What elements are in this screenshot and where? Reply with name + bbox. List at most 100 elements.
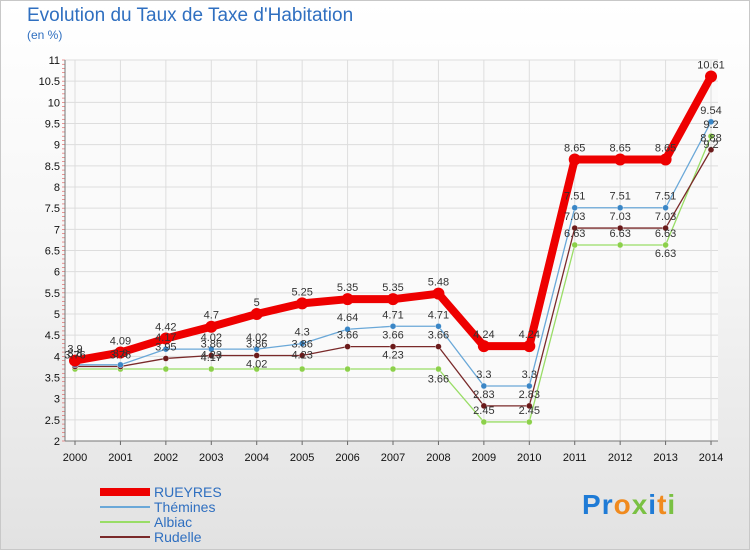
legend-swatch-albiac: [100, 521, 150, 523]
data-point-rudelle: [525, 402, 533, 410]
data-label-thmines: 4.17: [155, 332, 176, 344]
data-label-rueyres: 4.09: [110, 336, 131, 348]
y-tick-label: 10: [48, 97, 60, 109]
data-label-rueyres: 5: [254, 297, 260, 309]
x-tick-label: 2013: [653, 452, 677, 464]
y-tick-label: 8.5: [45, 161, 60, 173]
series-layer: [69, 70, 718, 426]
data-point-albiac: [298, 365, 306, 373]
data-label-rudelle: 3.95: [155, 341, 176, 353]
data-point-rueyres: [159, 332, 172, 345]
x-tick-label: 2007: [381, 452, 405, 464]
data-point-albiac: [389, 365, 397, 373]
legend-label-rueyres: RUEYRES: [154, 484, 222, 500]
y-tick-label: 9.5: [45, 119, 60, 131]
data-label-rueyres: 4.24: [519, 329, 540, 341]
data-point-thmines: [117, 361, 124, 369]
data-point-albiac: [480, 418, 488, 426]
data-point-thmines: [207, 345, 215, 353]
logo-letter: o: [613, 489, 632, 520]
x-tick-label: 2012: [608, 452, 632, 464]
data-point-thmines: [344, 325, 351, 333]
data-label-rudelle: 3.76: [64, 349, 85, 361]
logo-letter: t: [657, 489, 668, 520]
data-label-layer: 2.45 2.456.63 6.63 6.639.23.76 3.763.95 3.86 3…: [64, 60, 724, 417]
y-tick-label: 7.5: [45, 203, 60, 215]
data-point-rudelle: [662, 224, 669, 232]
data-point-rueyres: [523, 340, 536, 353]
y-tick-label: 11: [49, 55, 60, 67]
y-tick-label: 5: [54, 309, 60, 321]
y-tick-label: 4: [54, 351, 60, 363]
y-tick-label: 8: [54, 182, 60, 194]
legend-label-rudelle: Rudelle: [154, 529, 202, 545]
data-label-extra: 4.23: [291, 350, 312, 362]
data-label-thmines: 3.8: [113, 348, 128, 360]
data-label-thmines: 3.8: [67, 348, 82, 360]
data-label-thmines: 4.3: [295, 327, 310, 339]
y-tick-label: 7: [54, 224, 60, 236]
data-label-thmines: 4.64: [337, 312, 358, 324]
data-point-thmines: [389, 322, 397, 330]
data-point-thmines: [253, 345, 261, 353]
data-label-albiac: 2.45: [473, 405, 494, 417]
data-point-thmines: [162, 345, 170, 353]
chart-unit-label: (en %): [27, 28, 63, 42]
data-point-albiac: [253, 365, 261, 373]
data-point-albiac: [344, 365, 351, 373]
data-point-rudelle: [207, 352, 215, 359]
data-point-thmines: [525, 382, 533, 390]
data-point-rudelle: [571, 224, 579, 232]
data-point-albiac: [207, 365, 215, 373]
data-point-rudelle: [389, 343, 397, 350]
data-label-rueyres: 5.48: [428, 277, 449, 289]
data-point-thmines: [707, 118, 715, 126]
data-label-rueyres: 4.7: [204, 310, 219, 322]
data-label-extra: 4.17: [201, 352, 222, 364]
data-label-rudelle: 3.76: [110, 349, 131, 361]
data-label-thmines: 7.51: [655, 191, 676, 203]
x-tick-label: 2014: [699, 452, 723, 464]
x-tick-label: 2004: [244, 452, 268, 464]
data-label-rudelle: 2.83: [473, 389, 494, 401]
data-point-thmines: [616, 204, 624, 212]
x-tick-label: 2010: [517, 452, 541, 464]
data-point-albiac: [616, 241, 624, 249]
y-tick-label: 3.5: [45, 373, 60, 385]
data-label-rueyres: 4.42: [155, 322, 176, 334]
data-label-albiac: 9.2: [703, 119, 718, 131]
data-label-extra: 4.23: [201, 350, 222, 362]
legend-swatch-rueyres: [100, 488, 150, 496]
legend-label-albiac: Albiac: [154, 514, 193, 530]
y-tick-label: 10.5: [39, 76, 60, 88]
y-tick-label: 9: [54, 140, 60, 152]
proxiti-logo: Proxiti: [582, 489, 676, 521]
data-label-thmines: 7.51: [609, 191, 630, 203]
data-point-thmines: [298, 340, 306, 347]
data-label-albiac: 6.63: [655, 228, 676, 240]
data-label-thmines: 4.02: [201, 332, 222, 344]
data-point-rueyres: [250, 308, 263, 320]
data-point-rueyres: [387, 293, 400, 306]
data-point-rueyres: [296, 297, 309, 310]
y-tick-label: 3: [54, 394, 60, 406]
data-label-extra: 3.66: [428, 374, 449, 386]
data-point-rudelle: [162, 355, 170, 362]
data-label-thmines: 9.54: [700, 105, 721, 117]
data-point-rudelle: [298, 352, 306, 359]
y-tick-label: 6.5: [45, 246, 60, 258]
data-label-thmines: 4.02: [246, 332, 267, 344]
data-point-rudelle: [435, 343, 442, 350]
data-point-rudelle: [344, 343, 351, 350]
data-point-thmines: [662, 204, 669, 212]
data-label-rudelle: 7.03: [564, 211, 585, 223]
data-point-albiac: [662, 241, 669, 249]
data-point-rueyres: [432, 287, 445, 300]
chart-title: Evolution du Taux de Taxe d'Habitation: [27, 5, 354, 26]
data-point-thmines: [571, 204, 579, 212]
data-point-rudelle: [616, 224, 624, 232]
y-tick-label: 2: [54, 436, 60, 448]
data-point-rueyres: [568, 153, 581, 166]
y-tick-label: 6: [54, 267, 60, 279]
data-label-rudelle: 3.66: [337, 330, 358, 342]
